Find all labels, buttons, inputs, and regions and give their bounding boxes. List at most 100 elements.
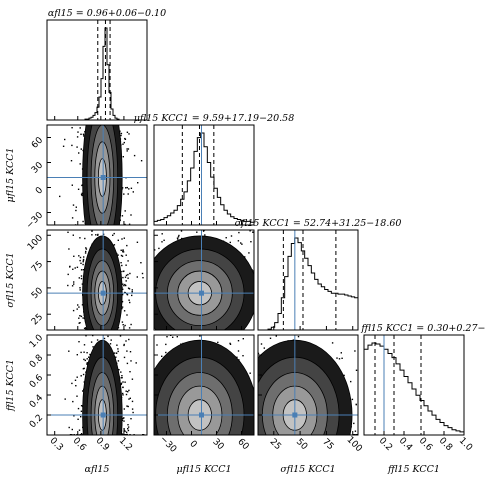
density-point [83, 351, 85, 353]
density-point [149, 366, 150, 367]
density-point [84, 327, 87, 329]
density-point [149, 277, 150, 278]
density-point [209, 227, 210, 228]
panel-frame-0-0 [46, 19, 148, 121]
density-point [92, 235, 93, 236]
density-point [81, 363, 82, 364]
density-point [117, 348, 119, 350]
density-point [410, 373, 411, 374]
density-point [273, 314, 274, 315]
density-point [71, 223, 72, 224]
density-point [124, 291, 126, 294]
density-point [120, 134, 122, 137]
density-point [127, 89, 128, 90]
density-point [138, 418, 139, 419]
y-tick-label-sigma: 75 [30, 260, 45, 275]
density-point [79, 163, 81, 165]
panel-title-sigma: σfl15 KCC1 = 52.74+31.25−18.60 [235, 218, 402, 229]
density-point [95, 338, 96, 339]
density-point [179, 335, 180, 336]
density-point [228, 348, 229, 349]
density-point [86, 363, 88, 365]
density-point [142, 376, 143, 377]
density-point [150, 434, 151, 435]
density-point [79, 289, 81, 291]
density-point [265, 251, 266, 252]
density-point [149, 403, 150, 404]
density-point [78, 277, 80, 279]
density-point [132, 246, 133, 247]
density-point [263, 347, 265, 349]
density-point [122, 283, 124, 285]
density-point [148, 434, 149, 435]
density-point [122, 251, 125, 253]
density-point [81, 283, 84, 285]
density-point [80, 52, 81, 53]
density-point [82, 373, 85, 376]
density-point [117, 239, 119, 241]
x-tick-label-alpha: 0.3 [48, 436, 65, 453]
density-point [92, 105, 93, 106]
density-point [107, 234, 108, 235]
density-point [94, 92, 95, 93]
density-point [71, 285, 74, 287]
density-point [106, 227, 107, 228]
x-axis-label-mu: μfl15 KCC1 [176, 464, 231, 475]
density-point [122, 392, 124, 395]
density-point [120, 258, 121, 259]
density-point [129, 351, 132, 353]
density-point [260, 343, 263, 345]
density-point [75, 385, 77, 387]
density-point [84, 116, 85, 117]
density-point [93, 95, 94, 96]
density-point [126, 433, 128, 435]
panel-frame-1-1 [153, 124, 255, 226]
density-point [116, 338, 117, 339]
density-point [126, 348, 127, 349]
density-point [124, 234, 125, 235]
density-point [101, 56, 102, 57]
density-point [230, 235, 233, 237]
x-axis-label-f: ffl15 KCC1 [387, 464, 440, 475]
density-point [110, 336, 111, 337]
density-point [385, 352, 386, 353]
density-point [138, 344, 139, 345]
density-point [177, 236, 180, 238]
density-point [106, 109, 107, 110]
density-point [165, 351, 167, 354]
density-point [73, 281, 75, 283]
x-tick-label-f: 0.4 [397, 436, 414, 453]
x-axis-label-sigma: σfl15 KCC1 [280, 464, 335, 475]
density-point [82, 390, 84, 392]
density-point [71, 217, 74, 219]
density-point [178, 234, 180, 237]
density-point [106, 226, 107, 227]
density-point [254, 376, 255, 377]
density-point [98, 53, 99, 54]
density-point [106, 75, 107, 76]
density-point [117, 350, 119, 353]
density-point [377, 405, 378, 406]
density-point [307, 257, 308, 258]
density-point [396, 392, 397, 393]
density-point [150, 434, 151, 435]
density-point [255, 367, 256, 368]
density-point [112, 344, 113, 345]
density-point [150, 295, 151, 296]
y-tick-label-mu: 30 [30, 160, 45, 175]
density-point [127, 148, 130, 150]
density-point [260, 332, 261, 333]
density-point [368, 416, 369, 417]
density-point [122, 143, 124, 145]
density-point [174, 333, 175, 334]
density-point [121, 377, 123, 379]
density-point [115, 352, 118, 354]
density-point [74, 379, 77, 381]
density-point [114, 84, 115, 85]
density-point [121, 306, 124, 308]
density-point [116, 235, 117, 236]
density-point [127, 428, 129, 430]
density-point [161, 355, 163, 357]
density-point [255, 416, 256, 417]
